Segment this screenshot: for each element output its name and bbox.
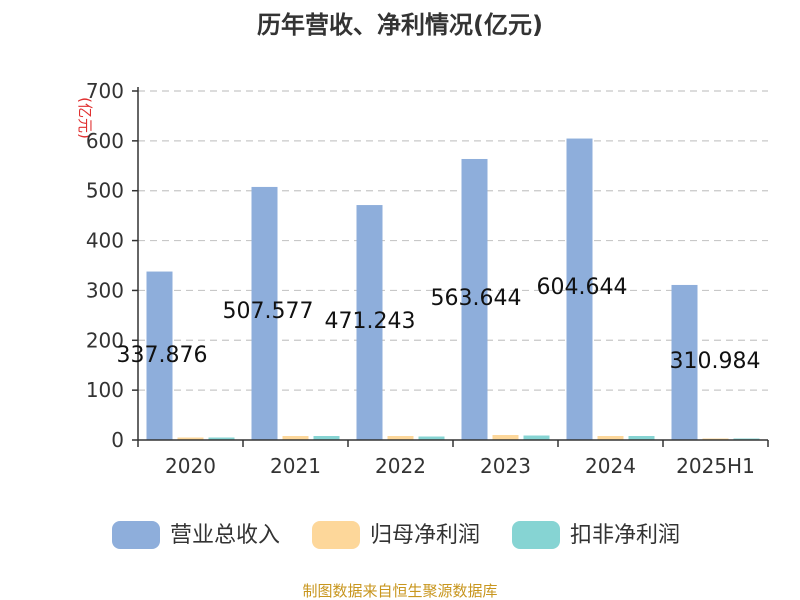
y-tick-label: 500: [86, 179, 124, 203]
legend-swatch: [512, 521, 560, 549]
y-tick-label: 400: [86, 229, 124, 253]
y-tick-labels: 0 100 200 300 400 500 600 700: [86, 79, 138, 452]
y-tick-label: 200: [86, 328, 124, 352]
bar-net-profit: [597, 436, 624, 440]
legend-swatch: [312, 521, 360, 549]
legend-label: 营业总收入: [170, 523, 280, 548]
x-tick-label: 2023: [480, 454, 531, 478]
data-label: 310.984: [670, 349, 761, 374]
data-labels: 337.876 507.577 471.243 563.644 604.644 310.9…: [117, 275, 761, 374]
chart-title: 历年营收、净利情况(亿元): [257, 11, 543, 39]
x-tick-label: 2025H1: [676, 454, 755, 478]
bar-revenue: [671, 284, 698, 440]
bar-deducted-net-profit: [523, 435, 550, 440]
legend-item[interactable]: 归母净利润: [312, 521, 480, 549]
legend-item[interactable]: 营业总收入: [112, 521, 280, 549]
legend: 营业总收入 归母净利润 扣非净利润: [112, 521, 680, 549]
data-label: 471.243: [325, 309, 416, 334]
x-tick-label: 2024: [585, 454, 636, 478]
data-label: 563.644: [431, 286, 522, 311]
grid-lines: [138, 90, 768, 391]
data-label: 604.644: [537, 275, 628, 300]
bar-deducted-net-profit: [628, 436, 655, 440]
y-tick-label: 700: [86, 79, 124, 103]
y-tick-label: 100: [86, 378, 124, 402]
legend-label: 扣非净利润: [570, 523, 680, 548]
y-tick-label: 300: [86, 278, 124, 302]
bar-deducted-net-profit: [313, 436, 340, 440]
data-label: 337.876: [117, 343, 208, 368]
bar-deducted-net-profit: [418, 436, 445, 440]
bar-revenue: [146, 271, 173, 440]
data-label: 507.577: [223, 299, 314, 324]
bar-net-profit: [177, 437, 204, 440]
source-note: 制图数据来自恒生聚源数据库: [302, 582, 497, 600]
bar-revenue: [566, 138, 593, 440]
y-tick-label: 0: [111, 428, 124, 452]
bar-revenue: [356, 205, 383, 440]
y-tick-label: 600: [86, 129, 124, 153]
legend-swatch: [112, 521, 160, 549]
legend-item[interactable]: 扣非净利润: [512, 521, 680, 549]
bar-net-profit: [282, 436, 309, 440]
x-tick-labels: 2020 2021 2022 2023 2024 2025H1: [137, 440, 769, 478]
bars: [146, 138, 760, 440]
x-tick-label: 2020: [165, 454, 216, 478]
bar-net-profit: [492, 435, 519, 440]
legend-label: 归母净利润: [370, 523, 480, 548]
bar-deducted-net-profit: [208, 437, 235, 440]
y-axis-label: (亿元): [76, 97, 94, 139]
bar-revenue: [461, 158, 488, 440]
x-tick-label: 2022: [375, 454, 426, 478]
x-tick-label: 2021: [270, 454, 321, 478]
bar-net-profit: [387, 436, 414, 440]
bar-revenue: [251, 186, 278, 440]
